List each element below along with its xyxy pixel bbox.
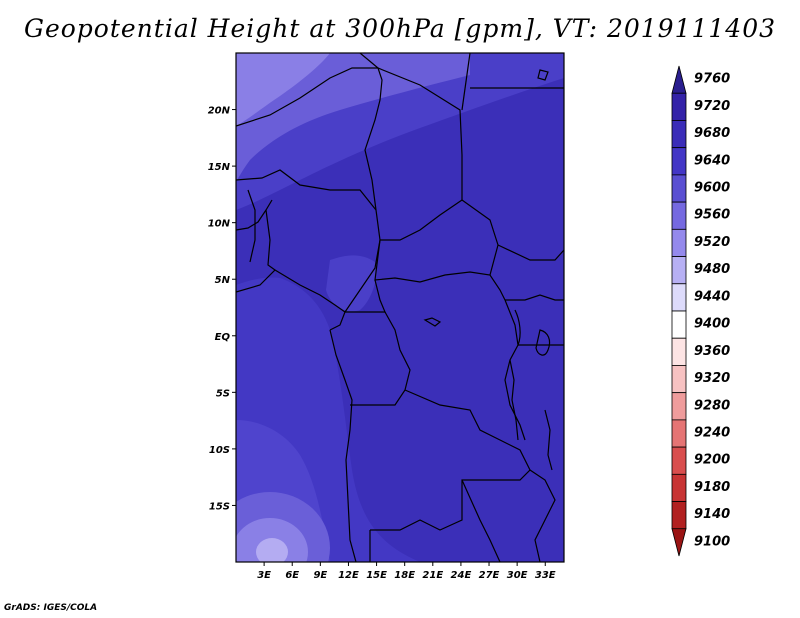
colorbar-box [671, 501, 687, 530]
lat-tick-label: 20N [208, 106, 231, 117]
colorbar-level-label: 9760 [694, 72, 730, 87]
lake-tanganyika [509, 359, 519, 441]
lat-tick-label: EQ [215, 332, 231, 343]
border-egypt-libya [461, 53, 471, 111]
colorbar-box [671, 337, 687, 366]
colorbar-arrow-top [671, 65, 687, 94]
field-band-cameroon [326, 255, 377, 312]
lat-tick-label: 5N [215, 275, 231, 286]
lake-victoria [535, 329, 551, 356]
lon-tick-label: 12E [338, 570, 359, 581]
lat-tick-label: 10S [209, 445, 230, 456]
colorbar-box [671, 283, 687, 312]
border-car-drc [374, 239, 506, 301]
border-congo-drc [350, 311, 411, 406]
colorbar-box [671, 201, 687, 230]
lat-tick-label: 15N [208, 162, 231, 173]
border-mozambique [529, 469, 556, 562]
longitude-ticks: 3E 6E 9E 12E 15E 18E 21E 24E 27E 30E 33E [257, 562, 556, 581]
map-title: Geopotential Height at 300hPa [gpm], VT:… [23, 14, 777, 43]
border-ghana [236, 199, 273, 231]
border-benin-nigeria [265, 209, 276, 271]
colorbar-box [671, 392, 687, 421]
colorbar-box [671, 120, 687, 149]
lon-tick-label: 30E [507, 570, 528, 581]
colorbar-level-label: 9520 [694, 235, 730, 250]
latitude-ticks: 20N 15N 10N 5N EQ 5S 10S 15S [208, 106, 236, 512]
field-low-core [256, 538, 288, 562]
lon-tick-label: 27E [479, 570, 500, 581]
colorbar-box [671, 147, 687, 176]
colorbar-level-label: 9320 [694, 371, 730, 386]
lon-tick-label: 15E [366, 570, 387, 581]
map-frame [235, 52, 565, 563]
colorbar-level-label: 9440 [694, 289, 730, 304]
lake-victoria-west [514, 309, 521, 346]
colorbar-level-label: 9640 [694, 153, 730, 168]
colorbar-box [671, 446, 687, 475]
colorbar-level-label: 9200 [694, 453, 730, 468]
lon-tick-label: 33E [535, 570, 556, 581]
colorbar-arrow-bottom [671, 528, 687, 557]
colorbar-level-label: 9400 [694, 317, 730, 332]
lake-malawi [544, 409, 553, 471]
colorbar-box [671, 419, 687, 448]
colorbar-level-label: 9180 [694, 480, 730, 495]
coast-gulf-of-guinea [236, 269, 346, 331]
lon-tick-label: 24E [451, 570, 472, 581]
coast-sinai [537, 69, 549, 81]
colorbar-level-label: 9720 [694, 99, 730, 114]
lon-tick-label: 21E [422, 570, 443, 581]
lon-tick-label: 18E [394, 570, 415, 581]
colorbar-level-label: 9240 [694, 426, 730, 441]
footer-credit: GrADS: IGES/COLA [4, 603, 98, 613]
colorbar-box [671, 473, 687, 502]
field-band-northwest [236, 53, 330, 126]
lake-inland [423, 317, 442, 327]
border-togo-benin [247, 189, 256, 263]
border-southsudan-ethiopia [497, 244, 564, 261]
border-drc-east [504, 299, 526, 441]
colorbar-box [671, 310, 687, 339]
colorbar-box [671, 365, 687, 394]
colorbar-level-label: 9480 [694, 262, 730, 277]
lat-tick-label: 10N [208, 219, 231, 230]
border-nigeria-chad [344, 67, 383, 313]
colorbar-box [671, 92, 687, 121]
lon-tick-label: 6E [285, 570, 299, 581]
border-sudan-southsudan [461, 199, 499, 276]
border-zambia-zimbabwe [461, 479, 501, 562]
colorbar-level-label: 9680 [694, 126, 730, 141]
lat-tick-label: 5S [216, 388, 230, 399]
colorbar-box [671, 256, 687, 285]
country-borders [236, 53, 564, 562]
colorbar-level-label: 9560 [694, 208, 730, 223]
lon-tick-label: 9E [313, 570, 327, 581]
colorbar-box [671, 228, 687, 257]
border-libya-chad [236, 67, 463, 200]
border-southsudan-uganda [505, 294, 564, 301]
colorbar-boxes [671, 65, 687, 557]
border-niger-nigeria [236, 169, 377, 211]
colorbar-level-label: 9140 [694, 507, 730, 522]
colorbar-labels: 9760 9720 9680 9640 9600 9560 9520 9480 9440 9400… [694, 72, 730, 550]
border-drc-zambia [370, 389, 531, 531]
border-algeria-niger [359, 53, 379, 69]
colorbar-level-label: 9280 [694, 398, 730, 413]
height-field [236, 53, 564, 562]
colorbar-level-label: 9600 [694, 181, 730, 196]
lon-tick-label: 3E [257, 570, 271, 581]
colorbar-level-label: 9360 [694, 344, 730, 359]
lat-tick-label: 15S [209, 501, 230, 512]
coast-west-africa [329, 329, 357, 562]
colorbar-box [671, 174, 687, 203]
border-chad-car [380, 199, 463, 241]
colorbar-level-label: 9100 [694, 534, 730, 549]
